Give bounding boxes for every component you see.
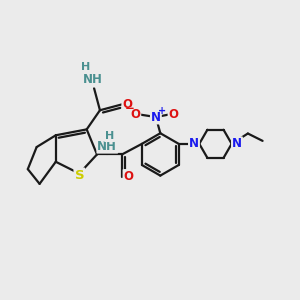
Text: N: N (189, 137, 199, 150)
Text: O: O (124, 170, 134, 183)
Text: H: H (105, 131, 114, 141)
Text: N: N (232, 137, 242, 150)
Text: N: N (151, 110, 161, 124)
Text: +: + (158, 106, 166, 116)
Text: H: H (81, 62, 90, 72)
Text: O: O (169, 108, 178, 121)
Text: O: O (122, 98, 132, 111)
Text: −: − (124, 102, 134, 115)
Text: O: O (130, 108, 140, 121)
Text: NH: NH (98, 140, 117, 153)
Text: NH: NH (82, 74, 103, 86)
Text: S: S (74, 169, 84, 182)
